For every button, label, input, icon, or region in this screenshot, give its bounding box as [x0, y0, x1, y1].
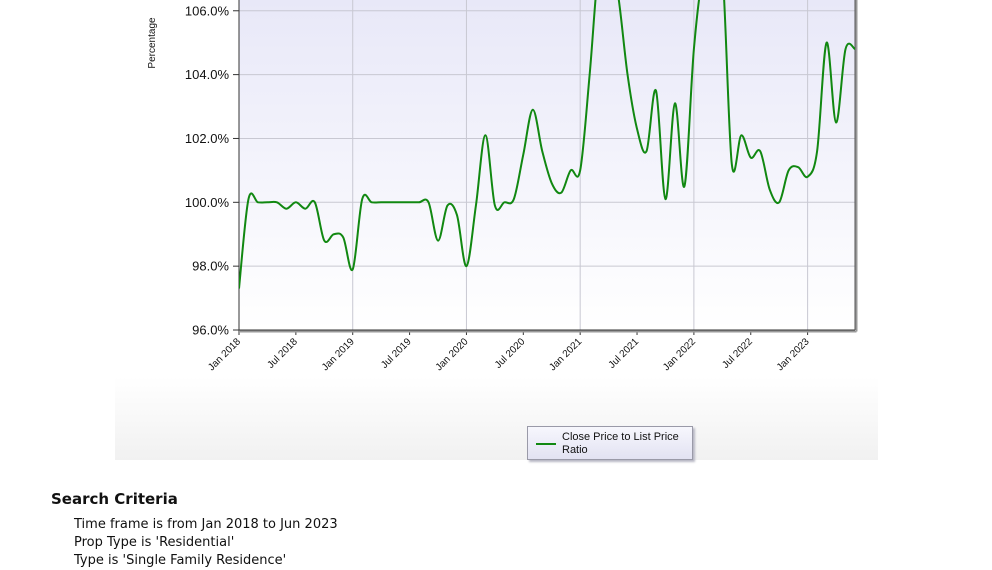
y-axis-label: Percentage — [147, 17, 158, 69]
plot-area — [239, 0, 855, 330]
x-tick-label: Jan 2020 — [434, 336, 471, 373]
search-criteria-title: Search Criteria — [51, 490, 178, 508]
x-tick-label: Jul 2021 — [607, 336, 642, 371]
x-tick-label: Jan 2019 — [320, 336, 357, 373]
y-tick-label: 104.0% — [185, 67, 230, 82]
x-tick-label: Jan 2023 — [775, 336, 812, 373]
x-tick-label: Jul 2019 — [379, 336, 414, 371]
y-tick-label: 100.0% — [185, 195, 230, 210]
search-criteria: Search Criteria Time frame is from Jan 2… — [51, 490, 338, 570]
y-tick-label: 96.0% — [192, 323, 229, 338]
x-tick-label: Jul 2020 — [493, 336, 528, 371]
x-tick-label: Jul 2018 — [265, 336, 300, 371]
legend: Close Price to List Price Ratio — [527, 426, 693, 460]
criteria-line: Prop Type is 'Residential' — [74, 535, 235, 550]
legend-swatch — [536, 443, 556, 445]
y-tick-label: 102.0% — [185, 131, 230, 146]
x-tick-label: Jul 2022 — [720, 336, 755, 371]
y-tick-label: 106.0% — [185, 3, 230, 18]
criteria-line: Time frame is from Jan 2018 to Jun 2023 — [74, 517, 338, 532]
legend-label: Close Price to List Price Ratio — [562, 431, 679, 456]
x-tick-label: Jan 2018 — [206, 336, 243, 373]
line-chart: 96.0% 98.0% 100.0% 102.0% 104.0% 106.0% Jan 20… — [147, 0, 858, 373]
series-line — [239, 0, 855, 289]
x-tick-label: Jan 2022 — [661, 336, 698, 373]
x-tick-label: Jan 2021 — [547, 336, 584, 373]
chart-panel: 96.0% 98.0% 100.0% 102.0% 104.0% 106.0% Jan 20… — [115, 0, 878, 460]
y-tick-label: 98.0% — [192, 259, 229, 274]
criteria-line: Type is 'Single Family Residence' — [74, 553, 287, 568]
